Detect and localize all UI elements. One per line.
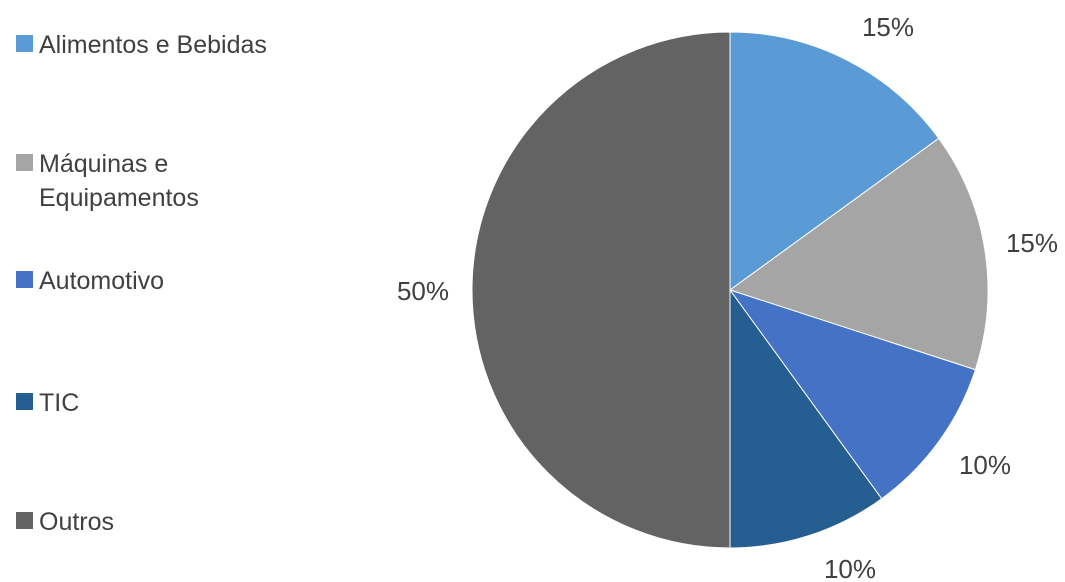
legend-label-outros: Outros xyxy=(39,508,115,536)
legend-item-automotivo: Automotivo xyxy=(16,264,319,298)
legend-label-maquinas-e-equipamentos: Máquinas e Equipamentos xyxy=(39,150,199,212)
legend-label-alimentos-e-bebidas: Alimentos e Bebidas xyxy=(39,31,267,59)
data-label-alimentos-e-bebidas: 15% xyxy=(862,12,914,42)
pie-data-labels: 15% 15% 10% 10% 50% xyxy=(397,12,1058,582)
legend-swatch-maquinas-e-equipamentos xyxy=(16,154,33,171)
pie-slice-automotivo xyxy=(728,289,977,500)
data-label-tic: 10% xyxy=(824,554,876,582)
pie-slice-maquinas-e-equipamentos xyxy=(728,137,989,371)
data-label-maquinas-e-equipamentos: 15% xyxy=(1006,228,1058,258)
data-label-outros: 50% xyxy=(397,276,449,306)
pie-slices xyxy=(471,31,989,549)
data-label-automotivo: 10% xyxy=(959,450,1011,480)
legend-item-alimentos-e-bebidas: Alimentos e Bebidas xyxy=(16,28,319,62)
legend-swatch-outros xyxy=(16,512,33,529)
legend-item-maquinas-e-equipamentos: Máquinas e Equipamentos xyxy=(16,147,239,215)
legend-swatch-alimentos-e-bebidas xyxy=(16,35,33,52)
legend-label-tic: TIC xyxy=(39,389,80,417)
pie-slice-tic xyxy=(729,288,883,549)
chart-legend: Alimentos e Bebidas Máquinas e Equipamen… xyxy=(0,0,330,582)
legend-swatch-tic xyxy=(16,393,33,410)
legend-item-outros: Outros xyxy=(16,505,319,539)
pie-slice-alimentos-e-bebidas xyxy=(729,31,940,291)
pie-slice-outros xyxy=(471,31,731,549)
legend-label-automotivo: Automotivo xyxy=(39,267,165,295)
legend-item-tic: TIC xyxy=(16,386,319,420)
legend-swatch-automotivo xyxy=(16,271,33,288)
